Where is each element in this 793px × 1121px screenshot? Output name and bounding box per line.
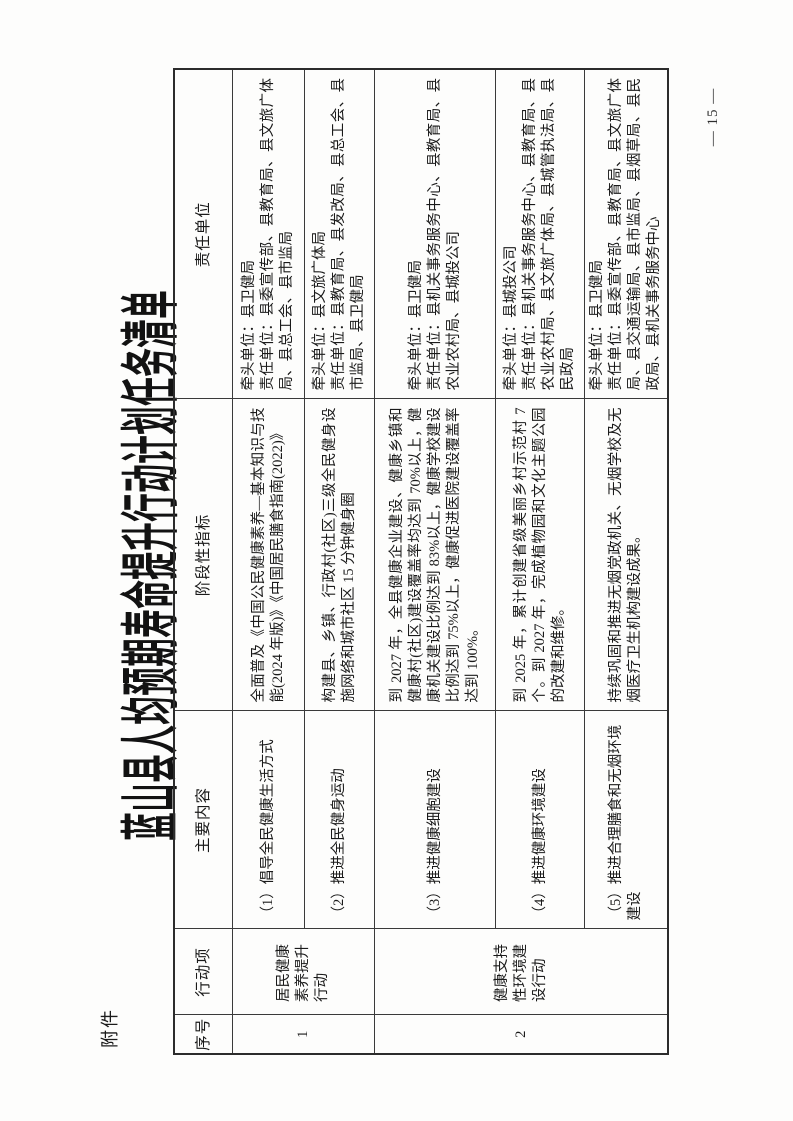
responsible-units: 责任单位：县机关事务服务中心、县教育局、县农业农村局、县文旅广体局、县城管执法局…: [522, 78, 576, 391]
action-text: 健康支持性环境建设行动: [493, 944, 548, 1002]
cell-responsible-3: 牵头单位：县卫健局 责任单位：县机关事务服务中心、县教育局、县农业农村局、县城投…: [374, 69, 496, 399]
header-indicator: 阶段性指标: [174, 399, 233, 711]
responsible-units: 责任单位：县委宣传部、县教育局、县文旅广体局、县总工会、县市监局: [260, 78, 295, 391]
header-responsible: 责任单位: [174, 69, 233, 399]
cell-content-2: （2）推进全民健身运动: [304, 711, 375, 929]
responsible-units: 责任单位：县教育局、县发改局、县总工会、县市监局、县卫健局: [331, 78, 366, 391]
cell-content-5: （5）推进合理膳食和无烟环境建设: [584, 711, 668, 929]
cell-responsible-5: 牵头单位：县卫健局 责任单位：县委宣传部、县教育局、县文旅广体局、县交通运输局、…: [584, 69, 668, 399]
responsible-units: 责任单位：县委宣传部、县教育局、县文旅广体局、县交通运输局、县市监局、县烟草局、…: [608, 78, 662, 391]
cell-responsible-4: 牵头单位：县城投公司 责任单位：县机关事务服务中心、县教育局、县农业农村局、县文…: [495, 69, 585, 399]
table-row-4: （4）推进健康环境建设 到 2025 年，累计创建省级美丽乡村示范村 7 个。到…: [495, 69, 585, 1054]
task-table: 序号 行动项 主要内容 阶段性指标 责任单位 1 居民健康素养提升行动 （1）倡…: [173, 68, 669, 1055]
cell-content-4: （4）推进健康环境建设: [495, 711, 585, 929]
header-content: 主要内容: [174, 711, 233, 929]
lead-unit: 牵头单位：县卫健局: [241, 260, 257, 391]
cell-content-1: （1）倡导全民健康生活方式: [232, 711, 305, 929]
document-title: 蓝山县人均预期寿命提升行动计划任务清单: [106, 285, 186, 845]
table-row-5: （5）推进合理膳食和无烟环境建设 持续巩固和推进无烟党政机关、无烟学校及无烟医疗…: [584, 69, 668, 1054]
cell-action-group1: 居民健康素养提升行动: [232, 929, 375, 1015]
header-no: 序号: [174, 1015, 233, 1054]
cell-indicator-3: 到 2027 年，全县健康企业建设、健康乡镇和健康村(社区)建设覆盖率均达到 7…: [374, 399, 496, 711]
lead-unit: 牵头单位：县卫健局: [589, 260, 605, 391]
lead-unit: 牵头单位：县卫健局: [407, 260, 424, 391]
page-number: — 15 —: [705, 87, 721, 147]
cell-indicator-1: 全面普及《中国公民健康素养—基本知识与技能(2024 年版)》《中国居民膳食指南…: [232, 399, 305, 711]
attachment-label: 附件: [100, 1008, 120, 1048]
cell-no-group2: 2: [374, 1015, 668, 1054]
cell-indicator-4: 到 2025 年，累计创建省级美丽乡村示范村 7 个。到 2027 年，完成植物…: [495, 399, 585, 711]
action-text: 居民健康素养提升行动: [276, 944, 330, 1002]
cell-indicator-5: 持续巩固和推进无烟党政机关、无烟学校及无烟医疗卫生机构建设成果。: [584, 399, 668, 711]
table-row-1: 1 居民健康素养提升行动 （1）倡导全民健康生活方式 全面普及《中国公民健康素养…: [232, 69, 375, 1054]
cell-responsible-1: 牵头单位：县卫健局 责任单位：县委宣传部、县教育局、县文旅广体局、县总工会、县市…: [232, 69, 305, 399]
cell-action-group2: 健康支持性环境建设行动: [374, 929, 668, 1015]
cell-responsible-2: 牵头单位：县文旅广体局 责任单位：县教育局、县发改局、县总工会、县市监局、县卫健…: [304, 69, 375, 399]
cell-indicator-2: 构建县、乡镇、行政村(社区)三级全民健身设施网络和城市社区 15 分钟健身圈: [304, 399, 375, 711]
header-action: 行动项: [174, 929, 233, 1015]
lead-unit: 牵头单位：县文旅广体局: [312, 231, 328, 391]
responsible-units: 责任单位：县机关事务服务中心、县教育局、县农业农村局、县城投公司: [426, 78, 462, 391]
cell-content-3: （3）推进健康细胞建设: [374, 711, 496, 929]
table-row-2: （2）推进全民健身运动 构建县、乡镇、行政村(社区)三级全民健身设施网络和城市社…: [304, 69, 375, 1054]
table-header-row: 序号 行动项 主要内容 阶段性指标 责任单位: [174, 69, 233, 1054]
table-row-3: 2 健康支持性环境建设行动 （3）推进健康细胞建设 到 2027 年，全县健康企…: [374, 69, 668, 1054]
cell-no-group1: 1: [232, 1015, 375, 1054]
lead-unit: 牵头单位：县城投公司: [503, 245, 519, 391]
